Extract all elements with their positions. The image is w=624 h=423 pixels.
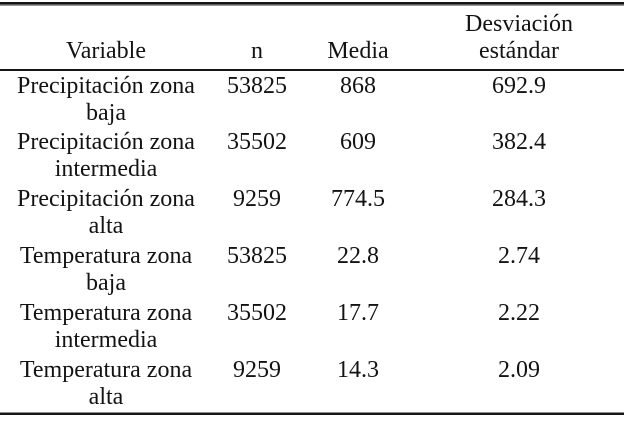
cell-media: 774.5 <box>331 186 385 212</box>
col-header-media-label: Media <box>327 38 389 64</box>
table-row: Precipitación zona baja 53825 868 692.9 <box>0 70 624 127</box>
cell-sd: 2.74 <box>498 243 540 269</box>
variable-zone: baja <box>86 270 126 296</box>
cell-media: 22.8 <box>337 243 379 269</box>
cell-n: 9259 <box>233 186 281 212</box>
variable-zone: alta <box>88 384 124 410</box>
cell-sd: 2.22 <box>498 300 540 326</box>
variable-name: Temperatura zona <box>19 243 193 269</box>
col-header-sd-line1: Desviación <box>465 11 573 37</box>
cell-media: 14.3 <box>337 357 379 383</box>
cell-variable: Precipitación zona baja <box>0 70 212 127</box>
cell-media: 868 <box>340 73 376 99</box>
cell-n: 9259 <box>233 357 281 383</box>
table-row: Precipitación zona alta 9259 774.5 284.3 <box>0 184 624 241</box>
table-top-rule <box>0 2 624 6</box>
col-header-sd-line2: estándar <box>479 38 559 64</box>
col-header-variable: Variable <box>0 6 212 71</box>
col-header-sd: Desviación estándar <box>414 6 624 71</box>
statistics-table: Variable n Media Desviación estándar Pre… <box>0 6 624 412</box>
table-row: Temperatura zona baja 53825 22.8 2.74 <box>0 241 624 298</box>
table-row: Temperatura zona alta 9259 14.3 2.09 <box>0 355 624 412</box>
cell-sd: 2.09 <box>498 357 540 383</box>
cell-sd: 284.3 <box>492 186 546 212</box>
cell-variable: Temperatura zona baja <box>0 241 212 298</box>
col-header-n: n <box>212 6 302 71</box>
cell-variable: Temperatura zona alta <box>0 355 212 412</box>
variable-name: Temperatura zona <box>19 300 193 326</box>
variable-zone: alta <box>88 213 124 239</box>
cell-sd: 692.9 <box>492 73 546 99</box>
variable-name: Temperatura zona <box>19 357 193 383</box>
table-row: Temperatura zona intermedia 35502 17.7 2… <box>0 298 624 355</box>
col-header-variable-label: Variable <box>66 38 146 64</box>
cell-n: 53825 <box>227 73 287 99</box>
variable-name: Precipitación zona <box>17 129 195 155</box>
cell-sd: 382.4 <box>492 129 546 155</box>
col-header-n-label: n <box>251 38 263 64</box>
cell-media: 609 <box>340 129 376 155</box>
cell-media: 17.7 <box>337 300 379 326</box>
cell-n: 35502 <box>227 129 287 155</box>
cell-variable: Temperatura zona intermedia <box>0 298 212 355</box>
variable-name: Precipitación zona <box>17 73 195 99</box>
variable-zone: baja <box>86 100 126 126</box>
variable-zone: intermedia <box>54 327 158 353</box>
variable-zone: intermedia <box>54 156 158 182</box>
col-header-media: Media <box>302 6 414 71</box>
variable-name: Precipitación zona <box>17 186 195 212</box>
cell-n: 53825 <box>227 243 287 269</box>
cell-variable: Precipitación zona alta <box>0 184 212 241</box>
table-row: Precipitación zona intermedia 35502 609 … <box>0 127 624 184</box>
table-bottom-rule <box>0 412 624 415</box>
cell-variable: Precipitación zona intermedia <box>0 127 212 184</box>
cell-n: 35502 <box>227 300 287 326</box>
header-row: Variable n Media Desviación estándar <box>0 6 624 71</box>
